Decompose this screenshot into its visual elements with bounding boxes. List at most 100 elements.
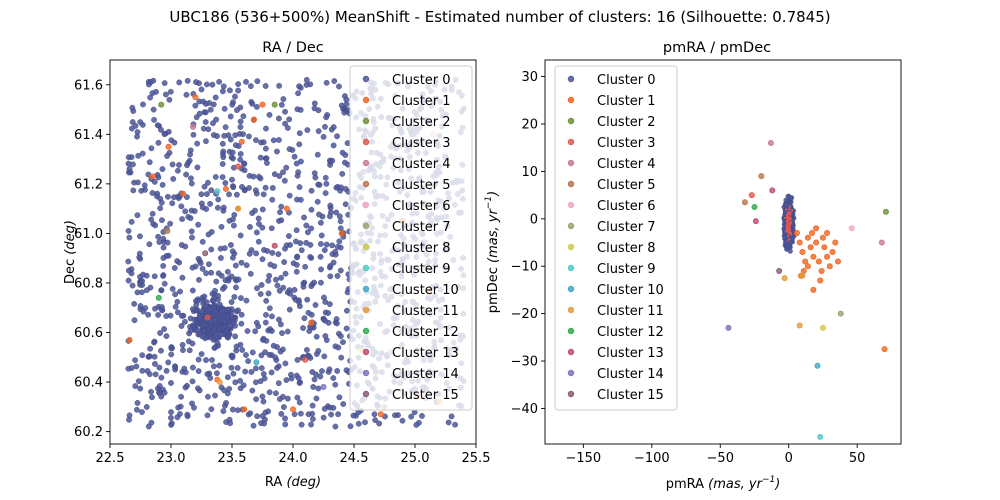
cluster-0-point [330, 124, 337, 130]
cluster-0-point [408, 413, 415, 420]
cluster-0-point [337, 267, 344, 274]
cluster-0-point [241, 160, 248, 167]
cluster-0-point [259, 413, 266, 419]
cluster-0-point [216, 362, 223, 369]
cluster-0-point [149, 210, 156, 217]
cluster-0-point [268, 369, 275, 376]
cluster-0-point [338, 354, 345, 361]
cluster-0-point [231, 212, 238, 218]
cluster-0-point [156, 383, 163, 389]
legend-label: Cluster 5 [597, 178, 656, 193]
cluster-0-point [163, 367, 170, 374]
cluster-0-point [125, 277, 132, 284]
cluster-0-point [280, 169, 286, 176]
panel-ra-dec: RA / Dec 22.5 23.0 23.5 24.0 24.5 25.0 25.5 60.… [63, 40, 490, 490]
cluster-0-point [262, 145, 269, 152]
cluster-0-point [152, 305, 158, 312]
cluster-0-point [219, 88, 226, 95]
cluster-0-point [237, 377, 244, 384]
cluster-0-point [232, 262, 239, 269]
cluster-0-point [179, 342, 186, 348]
cluster-0-point [254, 413, 261, 420]
cluster-0-point [312, 302, 319, 308]
cluster-0-point [284, 125, 291, 131]
cluster-0-point [313, 333, 320, 340]
legend-marker [362, 159, 370, 167]
cluster-0-point [125, 258, 132, 265]
cluster-0-point [275, 251, 282, 258]
cluster-0-point [167, 220, 174, 227]
cluster-0-point [270, 342, 277, 349]
cluster-3-point [748, 192, 755, 199]
cluster-0-point [288, 375, 295, 382]
cluster-1-point [192, 94, 199, 101]
legend-marker [567, 96, 575, 104]
panel-ra-dec-border [109, 59, 477, 445]
cluster-0-point [208, 246, 215, 253]
cluster-0-point [311, 100, 318, 107]
cluster-0-point [289, 147, 296, 153]
cluster-0-point [176, 162, 182, 168]
cluster-3-point [204, 314, 211, 321]
legend-marker [362, 117, 370, 125]
cluster-0-point [392, 412, 398, 419]
cluster-0-point [212, 287, 218, 294]
cluster-0-point [200, 125, 207, 132]
cluster-0-point [263, 155, 270, 162]
cluster-0-point [294, 357, 301, 363]
cluster-0-point [188, 207, 195, 214]
cluster-0-point [158, 374, 165, 381]
cluster-0-point [181, 318, 188, 325]
x-tick-label: 23.5 [218, 451, 247, 466]
cluster-0-point [296, 141, 303, 148]
cluster-0-point [234, 365, 241, 371]
cluster-0-point [282, 120, 288, 127]
cluster-0-point [280, 284, 287, 291]
cluster-0-point [323, 241, 330, 248]
cluster-1-point [804, 263, 811, 270]
cluster-0-point [336, 394, 343, 401]
cluster-0-point [327, 159, 334, 165]
legend-label: Cluster 9 [597, 262, 656, 277]
cluster-0-point [276, 115, 282, 122]
legend-marker [567, 75, 575, 83]
cluster-0-point [147, 94, 154, 101]
cluster-2-point [158, 101, 165, 108]
cluster-0-point [305, 411, 312, 418]
cluster-0-point [203, 81, 210, 88]
cluster-0-point [168, 380, 174, 386]
cluster-0-point [168, 421, 175, 428]
y-tick-label: 20 [521, 118, 538, 133]
cluster-0-point [126, 234, 133, 241]
cluster-0-point [229, 101, 236, 108]
cluster-0-point [315, 128, 322, 135]
cluster-0-point [201, 183, 208, 190]
cluster-0-point [202, 321, 209, 328]
cluster-0-point [140, 308, 147, 315]
cluster-0-point [203, 270, 210, 277]
cluster-0-point [184, 413, 191, 420]
cluster-0-point [275, 137, 282, 143]
cluster-0-point [321, 353, 328, 360]
cluster-0-point [334, 273, 341, 279]
cluster-0-point [128, 218, 135, 225]
cluster-0-point [159, 166, 166, 172]
legend-marker [567, 264, 575, 272]
cluster-0-point [323, 180, 330, 187]
cluster-0-point [150, 106, 157, 113]
cluster-0-point [337, 244, 344, 251]
cluster-0-point [151, 338, 158, 345]
cluster-0-point [243, 78, 249, 85]
cluster-0-point [294, 394, 301, 401]
cluster-0-point [232, 142, 239, 149]
cluster-1-point [796, 239, 803, 246]
cluster-0-point [282, 360, 289, 367]
panel-pmra-pmdec: pmRA / pmDec −150 −100 −50 0 50−40−30−20−100… [484, 40, 902, 492]
cluster-0-point [283, 377, 290, 383]
cluster-1-point [180, 190, 187, 197]
cluster-0-point [263, 311, 269, 318]
cluster-0-point [161, 389, 168, 396]
cluster-0-point [347, 423, 354, 430]
cluster-0-point [247, 410, 254, 417]
cluster-0-point [146, 371, 153, 378]
